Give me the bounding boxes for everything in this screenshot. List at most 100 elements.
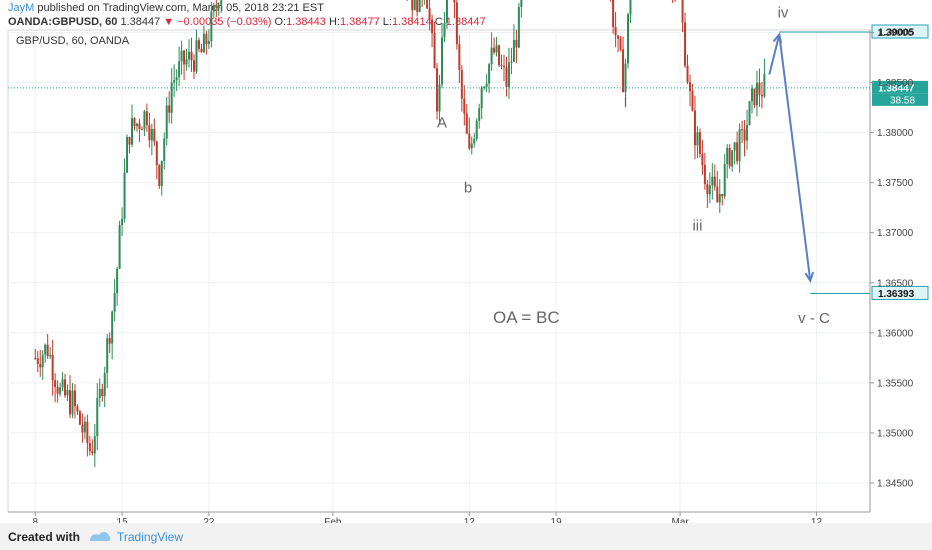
candle-body — [49, 354, 52, 357]
author-link[interactable]: JayM — [8, 2, 35, 14]
candle-body — [78, 411, 81, 425]
candle-body — [711, 176, 714, 186]
projection-path — [768, 34, 812, 281]
x-tick-label: Mar — [671, 517, 689, 523]
candle-body — [748, 101, 751, 125]
candle-body — [716, 186, 719, 203]
candle-body — [681, 0, 684, 23]
candle-body — [195, 40, 198, 72]
candle-body — [746, 124, 749, 141]
candle-body — [61, 379, 64, 388]
candle-body — [445, 0, 448, 23]
candle-body — [718, 193, 721, 203]
candle-body — [73, 390, 76, 407]
tradingview-logo-icon — [90, 532, 111, 541]
candle-body — [708, 185, 711, 195]
candle-body — [453, 0, 456, 3]
x-tick-label: 19 — [551, 517, 563, 523]
countdown-tag — [872, 93, 928, 106]
candle-body — [728, 147, 731, 167]
y-tick-label: 1.35000 — [877, 428, 914, 439]
candle-body — [411, 0, 414, 11]
candle-body — [701, 153, 704, 166]
candle-body — [81, 424, 84, 433]
candle-body — [475, 120, 478, 139]
candle-body — [751, 88, 753, 102]
candle-body — [64, 379, 67, 396]
candle-body — [721, 193, 724, 197]
candle-body — [473, 138, 476, 144]
candle-body — [733, 142, 736, 151]
grid-lines — [8, 30, 870, 512]
y-tick-label: 1.37500 — [877, 178, 914, 189]
candle-body — [470, 143, 473, 149]
candle-body — [140, 129, 143, 131]
candle-body — [138, 123, 141, 130]
candle-body — [210, 11, 213, 42]
candle-body — [106, 338, 109, 373]
open-label: O: — [274, 16, 287, 28]
candle-body — [517, 6, 520, 48]
candle-body — [180, 50, 183, 62]
candle-body — [200, 48, 203, 53]
candle-body — [158, 165, 161, 187]
candle-body — [88, 443, 91, 452]
low-label: L: — [382, 16, 392, 28]
y-tick-label: 1.38000 — [877, 128, 914, 139]
candle-body — [441, 37, 443, 85]
x-tick-label: 12 — [464, 517, 476, 523]
x-tick-label: 22 — [203, 517, 215, 523]
candle-body — [503, 66, 505, 68]
candle-body — [512, 39, 515, 62]
candle-body — [416, 0, 419, 12]
symbol-label: OANDA:GBPUSD, 60 — [8, 16, 118, 28]
candle-body — [731, 150, 734, 167]
candle-body — [126, 137, 129, 173]
candle-body — [490, 47, 493, 65]
price-axis[interactable]: 1.450001.445001.440001.435001.430001.425… — [869, 0, 914, 523]
candle-body — [520, 0, 523, 7]
candle-body — [691, 90, 694, 111]
candle-body — [698, 132, 701, 154]
candle-body — [66, 390, 69, 396]
candle-body — [54, 380, 57, 387]
candle-body — [135, 123, 138, 127]
candle-body — [44, 344, 47, 355]
target-level-label: 1.39005 — [878, 27, 915, 38]
candle-body — [689, 82, 691, 91]
projection-arrowhead-down — [804, 271, 815, 284]
candle-body — [153, 128, 156, 142]
candle-body — [515, 39, 518, 48]
candle-body — [212, 5, 215, 12]
candle-body — [760, 94, 763, 97]
candle-body — [426, 0, 429, 9]
candle-body — [622, 49, 625, 93]
candle-body — [488, 64, 491, 84]
candle-body — [215, 5, 218, 9]
candle-body — [480, 87, 483, 109]
candle-body — [123, 172, 126, 219]
wave-label: iv — [778, 4, 789, 21]
candle-body — [741, 129, 744, 131]
candle-body — [128, 137, 131, 145]
candle-body — [173, 79, 176, 83]
time-axis[interactable]: 8 15 22 Feb 12 19 Mar 12 — [8, 511, 870, 523]
candle-body — [738, 129, 741, 162]
candle-body — [458, 44, 461, 71]
candle-body — [478, 108, 481, 121]
wave-label: v - C — [798, 310, 830, 327]
y-tick-label: 1.34500 — [877, 478, 914, 489]
close-value: 1.38447 — [445, 16, 486, 28]
candle-body — [684, 22, 687, 66]
candle-body — [165, 105, 168, 139]
candle-body — [495, 45, 498, 53]
tradingview-brand[interactable]: TradingView — [117, 530, 184, 544]
candle-body — [36, 358, 39, 365]
candle-body — [498, 45, 501, 66]
candle-body — [483, 86, 486, 88]
candle-body — [131, 118, 133, 145]
candle-body — [619, 38, 622, 50]
candle-body — [183, 50, 186, 65]
candle-body — [763, 74, 766, 97]
